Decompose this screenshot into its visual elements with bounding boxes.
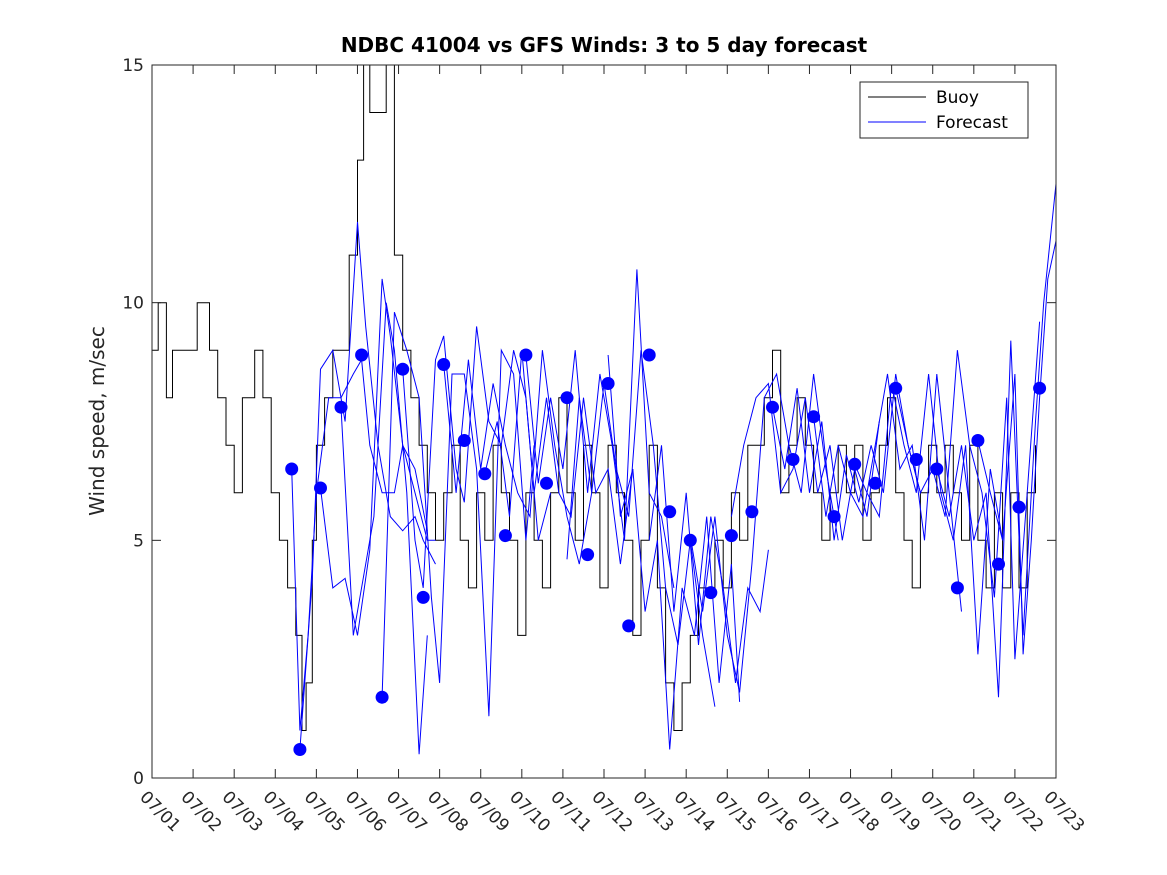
forecast-line-5 [381, 312, 535, 717]
plot-area [152, 65, 1056, 778]
forecast-marker [437, 358, 451, 371]
legend-buoy-label: Buoy [936, 88, 979, 108]
forecast-line-13 [689, 372, 839, 693]
forecast-marker [848, 457, 862, 471]
legend-forecast-label: Forecast [936, 113, 1008, 133]
forecast-marker [766, 400, 779, 414]
forecast-marker [375, 690, 389, 704]
forecast-marker [285, 462, 299, 476]
y-tick-label: 5 [133, 531, 144, 551]
forecast-line-11 [607, 354, 741, 750]
forecast-marker [334, 400, 348, 414]
forecast-marker [827, 510, 841, 524]
forecast-marker [786, 453, 800, 466]
forecast-line-8 [484, 350, 634, 565]
forecast-marker [293, 743, 307, 756]
forecast-marker [950, 581, 964, 595]
forecast-marker [498, 529, 512, 543]
forecast-marker [704, 586, 718, 600]
forecast-marker [560, 391, 574, 405]
forecast-marker [1033, 381, 1047, 395]
forecast-marker [745, 505, 759, 519]
forecast-marker [622, 619, 636, 633]
forecast-marker [519, 348, 533, 362]
forecast-marker [540, 476, 553, 490]
forecast-marker [396, 362, 410, 376]
y-axis-ticks: 0 5 10 15 [122, 56, 1056, 789]
forecast-marker [683, 533, 697, 547]
forecast-line-20 [977, 240, 1057, 655]
forecast-marker [909, 453, 923, 466]
forecast-marker [971, 434, 985, 447]
forecast-marker [807, 410, 821, 424]
legend-box [859, 81, 1029, 139]
y-axis-label: Wind speed, m/sec [85, 326, 109, 516]
forecast-line-2 [299, 221, 436, 750]
forecast-marker [642, 348, 656, 362]
forecast-line-17 [854, 373, 1004, 655]
forecast-marker [663, 505, 677, 519]
forecast-line-4 [340, 302, 428, 755]
legend: Buoy Forecast [859, 81, 1029, 139]
y-tick-label: 0 [133, 769, 144, 789]
forecast-marker [868, 476, 882, 490]
forecast-marker [416, 590, 430, 604]
forecast-marker [314, 481, 327, 495]
forecast-line-16 [813, 373, 962, 612]
forecast-line-6 [402, 326, 552, 588]
forecast-marker [478, 467, 492, 481]
forecast-marker [581, 548, 595, 562]
forecast-marker [355, 348, 369, 362]
forecast-line-9 [525, 269, 675, 588]
forecast-marker [724, 529, 738, 543]
forecast-marker [1012, 500, 1026, 514]
y-tick-label: 10 [122, 294, 144, 314]
forecast-marker [457, 434, 471, 447]
forecast-line-15 [772, 373, 921, 541]
forecast-marker [992, 557, 1005, 571]
forecast-line-7 [443, 350, 593, 565]
y-tick-label: 15 [122, 56, 144, 76]
forecast-marker [930, 462, 944, 476]
forecast-marker [601, 377, 615, 390]
forecast-marker [889, 381, 903, 395]
forecast-markers [285, 348, 1047, 756]
forecast-line-12 [648, 445, 769, 683]
chart-title: NDBC 41004 vs GFS Winds: 3 to 5 day fore… [341, 33, 868, 57]
forecast-line-18 [895, 321, 1041, 660]
